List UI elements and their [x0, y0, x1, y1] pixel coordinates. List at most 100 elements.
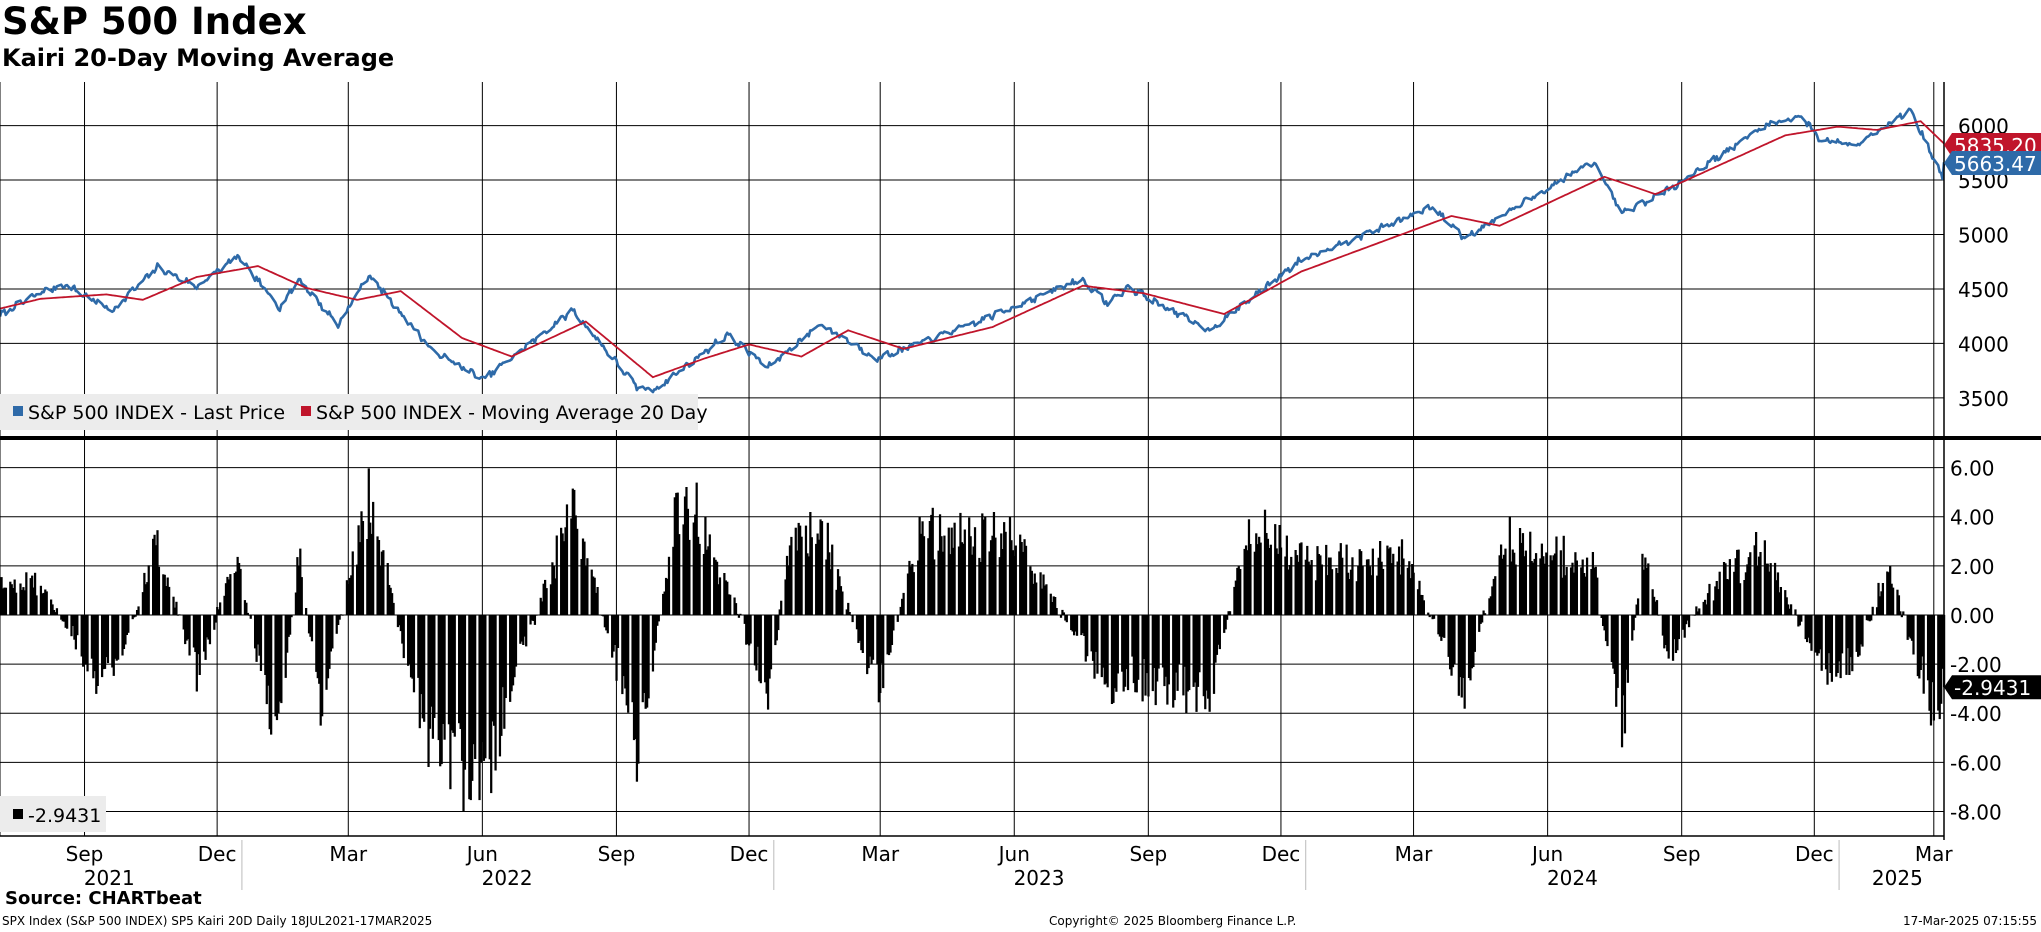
kairi-bar — [1258, 536, 1261, 615]
kairi-bar — [1830, 614, 1834, 682]
source-note: Source: CHARTbeat — [5, 888, 202, 909]
kairi-bar — [1214, 614, 1217, 663]
kairi-bar — [952, 547, 955, 615]
kairi-bar — [675, 492, 678, 615]
kairi-bar — [901, 598, 904, 615]
x-month-label: Dec — [1795, 842, 1834, 866]
kairi-bar — [1763, 540, 1766, 615]
kairi-bar — [1134, 614, 1137, 693]
kairi-bar — [1657, 614, 1660, 616]
kairi-bar — [1360, 551, 1363, 615]
kairi-bar — [1498, 555, 1501, 615]
kairi-bar — [325, 614, 328, 690]
kairi-bar — [3, 587, 6, 615]
kairi-bar — [115, 614, 118, 661]
x-year-label: 2021 — [84, 866, 135, 890]
kairi-bar — [565, 504, 569, 615]
price-series-line — [0, 107, 1946, 394]
kairi-bar — [1365, 559, 1369, 615]
kairi-bar — [1686, 614, 1689, 621]
kairi-bar — [1279, 547, 1283, 615]
kairi-bar — [927, 538, 930, 615]
kairi-bar — [1910, 614, 1914, 641]
kairi-bar — [1613, 614, 1616, 674]
kairi-bar — [1714, 586, 1717, 615]
kairi-bar — [1440, 614, 1443, 641]
kairi-bar — [45, 591, 48, 615]
kairi-bar — [1858, 614, 1861, 656]
kairi-bar — [1478, 614, 1481, 632]
legend-swatch-price — [13, 406, 23, 416]
kairi-bar — [1736, 549, 1739, 615]
kairi-bar — [1125, 614, 1128, 670]
kairi-bar — [286, 614, 289, 653]
kairi-bar — [1071, 614, 1074, 632]
kairi-bar — [692, 522, 695, 615]
kairi-last-value-flag-text: -2.9431 — [1954, 676, 2031, 700]
kairi-bar — [1575, 560, 1578, 615]
kairi-bar — [1320, 564, 1323, 615]
kairi-bar — [697, 536, 700, 615]
kairi-bar — [1698, 608, 1701, 615]
kairi-bar — [922, 536, 926, 615]
kairi-bar — [1692, 614, 1695, 616]
x-month-label: Mar — [1915, 842, 1954, 866]
kairi-bar — [555, 535, 558, 615]
kairi-bar — [1010, 540, 1013, 615]
kairi-bar — [1126, 614, 1130, 691]
kairi-bar — [61, 614, 64, 622]
kairi-bar — [1059, 614, 1063, 618]
kairi-bar — [143, 572, 146, 615]
kairi-bar — [877, 614, 880, 703]
kairi-bar — [1459, 614, 1462, 678]
kairi-bar — [1549, 555, 1552, 615]
kairi-bar — [439, 614, 442, 767]
kairi-bar — [1255, 533, 1258, 615]
kairi-bar — [1616, 614, 1619, 688]
kairi-bar — [688, 539, 691, 615]
kairi-bar — [917, 560, 920, 615]
kairi-bar — [727, 594, 730, 615]
kairi-bar — [452, 614, 455, 733]
kairi-bar — [498, 614, 502, 757]
kairi-bar — [1084, 614, 1087, 662]
kairi-bar — [533, 614, 537, 625]
kairi-bar — [839, 586, 843, 615]
kairi-bar — [1153, 614, 1156, 668]
kairi-bar — [850, 614, 853, 616]
kairi-bar — [745, 614, 748, 645]
kairi-bar — [1418, 580, 1421, 615]
kairi-bar — [576, 528, 579, 615]
legend-layer: S&P 500 INDEX - Last Price S&P 500 INDEX … — [0, 394, 708, 832]
kairi-axis-tick-label: -2.00 — [1950, 653, 2002, 677]
kairi-bar — [1928, 614, 1931, 711]
kairi-bar — [1521, 533, 1525, 615]
kairi-bar — [237, 563, 241, 615]
kairi-bar — [1024, 545, 1028, 615]
kairi-bar — [1878, 596, 1882, 615]
kairi-bar — [829, 569, 832, 615]
kairi-bar — [713, 557, 716, 615]
kairi-bar — [796, 550, 799, 615]
kairi-bar — [1218, 614, 1221, 650]
kairi-bar — [1743, 580, 1746, 615]
kairi-bar — [1065, 614, 1068, 623]
kairi-bar — [367, 468, 370, 615]
kairi-bar — [724, 580, 727, 615]
kairi-bar — [755, 614, 758, 671]
kairi-bar — [807, 556, 811, 615]
kairi-bar — [348, 577, 351, 615]
kairi-bar — [1288, 565, 1291, 615]
kairi-bar — [51, 604, 54, 615]
kairi-bar — [1922, 614, 1925, 694]
x-month-label: Dec — [730, 842, 769, 866]
kairi-bar — [1223, 614, 1226, 633]
kairi-bar — [1035, 582, 1038, 615]
kairi-bar — [1432, 614, 1436, 619]
x-month-label: Sep — [1129, 842, 1167, 866]
kairi-last-value-flag-box — [1944, 675, 2041, 700]
kairi-bar — [216, 607, 219, 615]
x-month-label: Jun — [465, 842, 498, 866]
kairi-bar — [1023, 539, 1026, 615]
kairi-bar — [10, 584, 13, 615]
